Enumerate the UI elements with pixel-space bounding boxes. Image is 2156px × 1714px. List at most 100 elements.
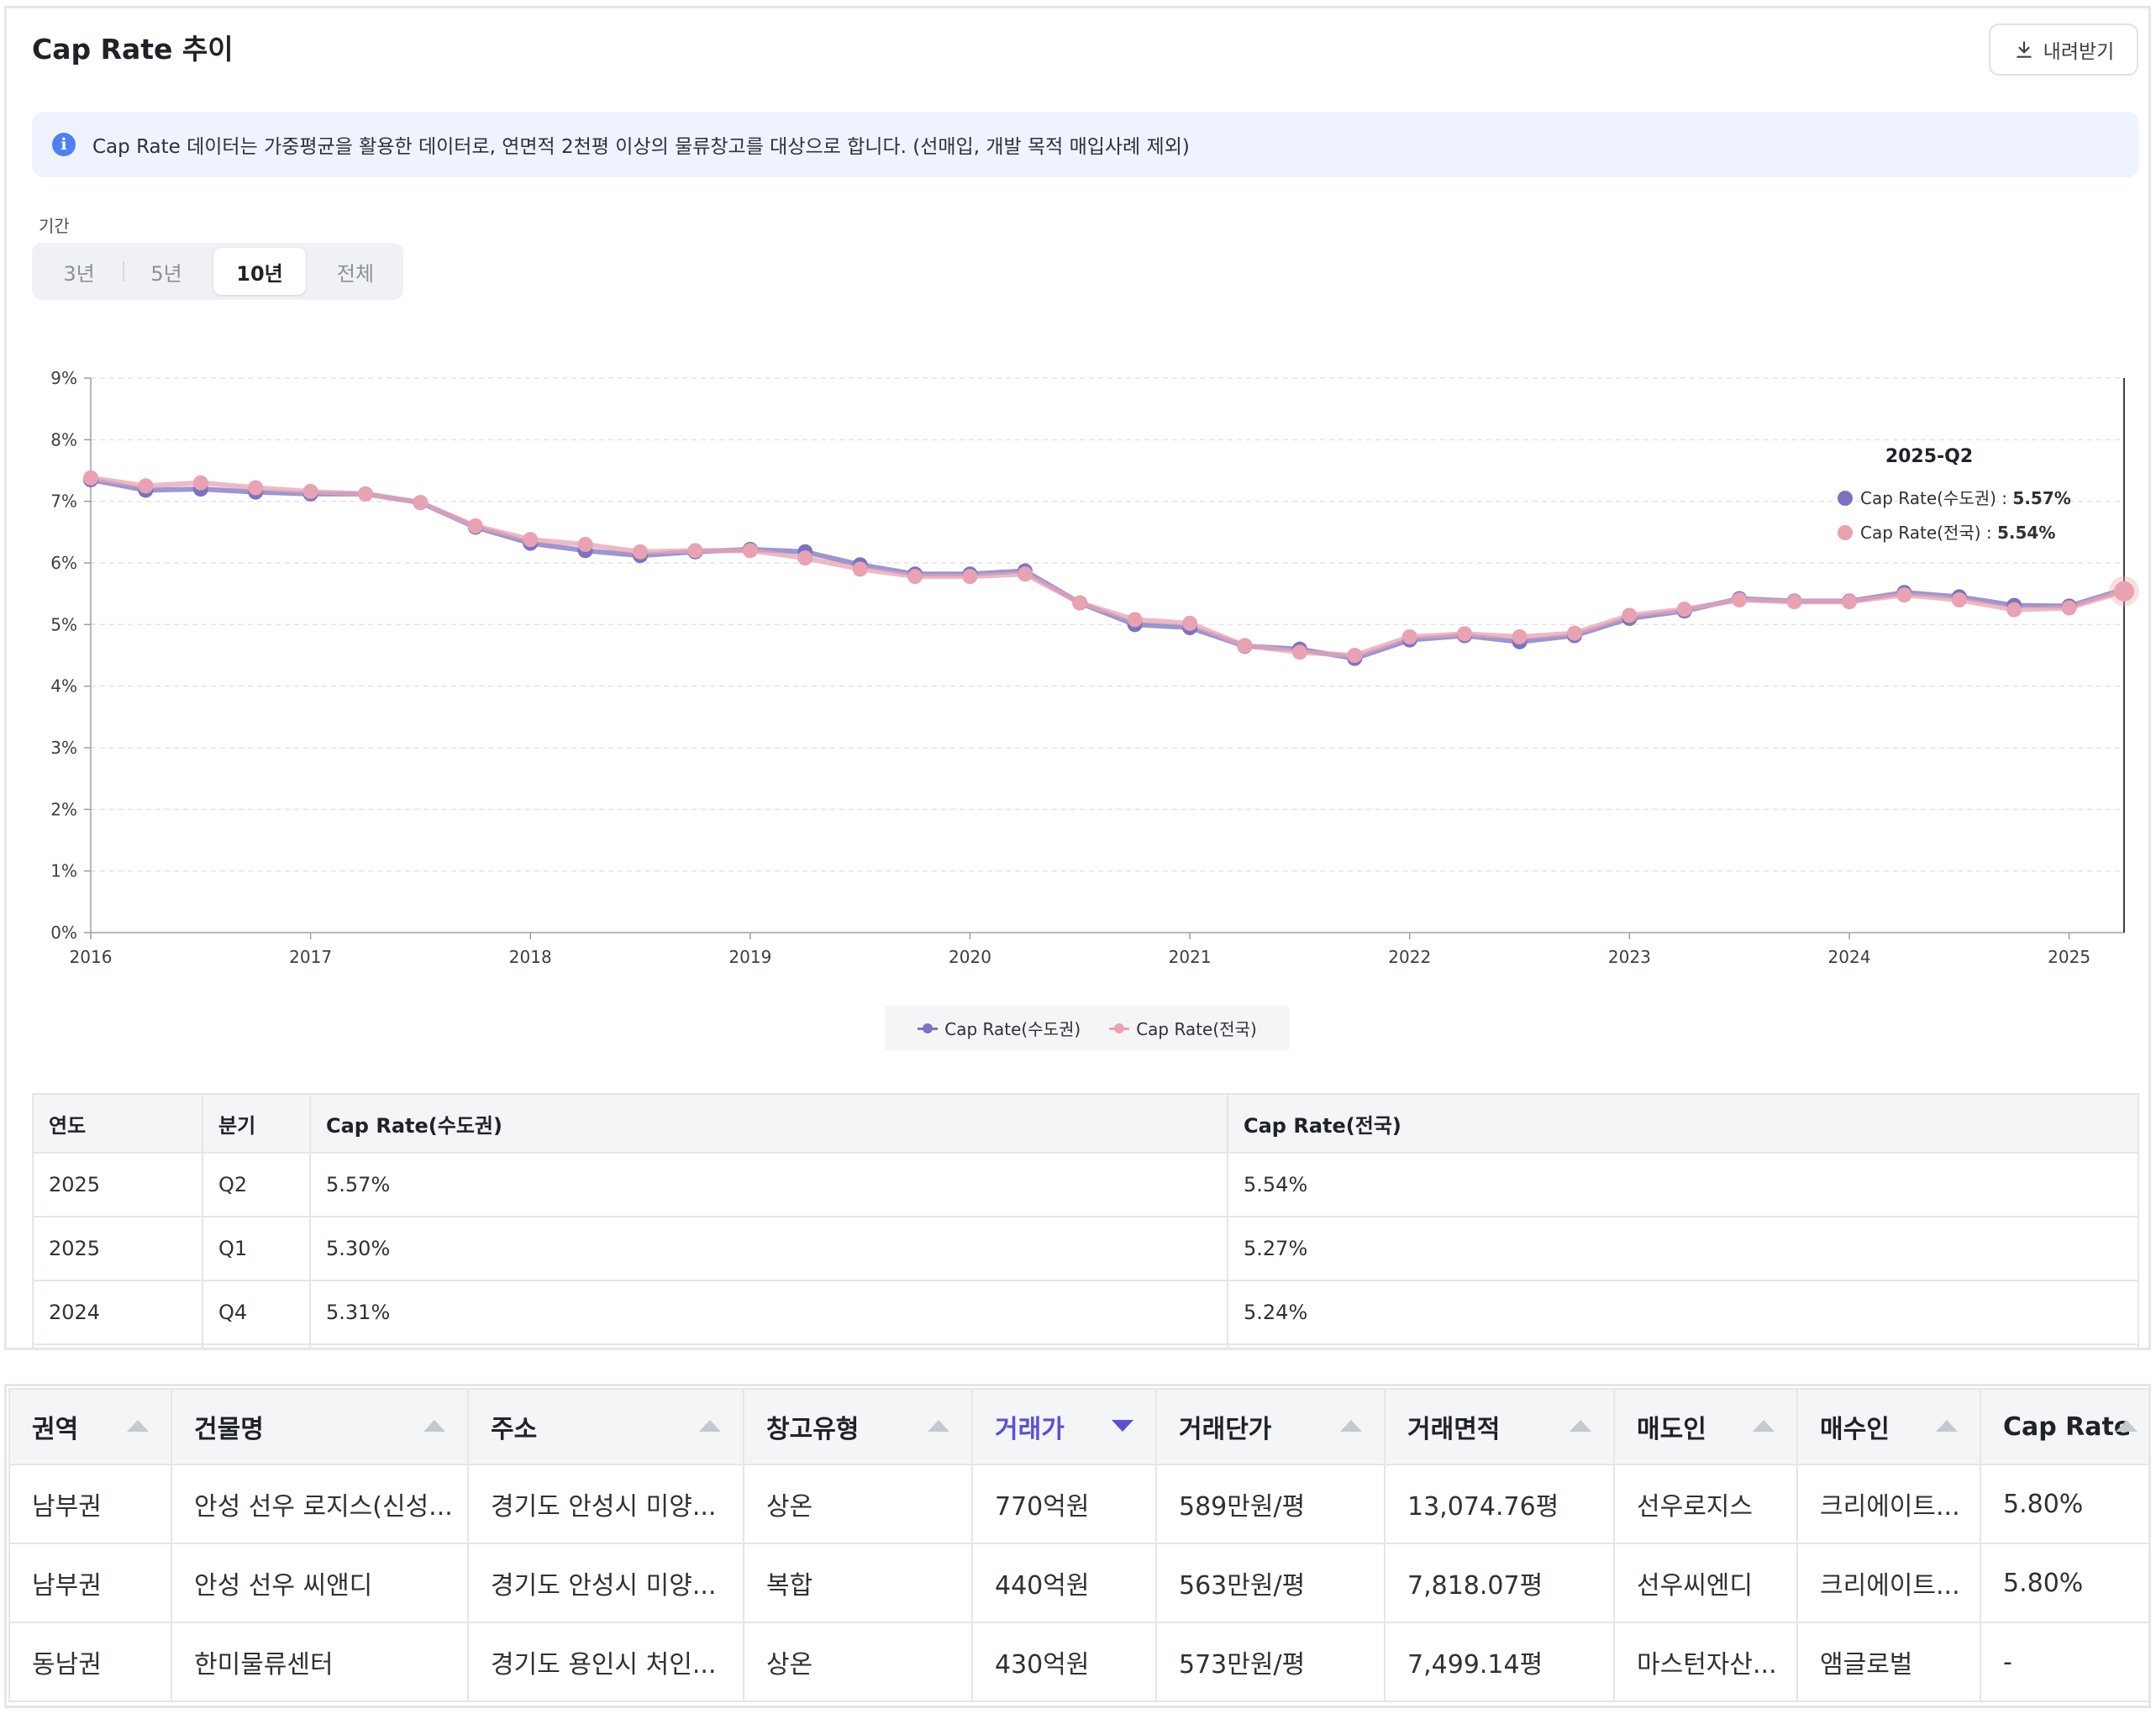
data-point-national[interactable] [1127, 612, 1143, 628]
data-point-national[interactable] [1347, 648, 1363, 663]
cell-area: 7,499.14평 [1384, 1622, 1615, 1702]
data-point-national[interactable] [2061, 600, 2077, 616]
data-point-national[interactable] [523, 532, 539, 548]
data-point-national[interactable] [1291, 644, 1307, 660]
header-label: 매도인 [1637, 1415, 1706, 1444]
cell-metro: 5.57% [309, 1152, 1228, 1217]
col-header-year: 연도 [32, 1093, 203, 1154]
sort-icon[interactable] [2116, 1420, 2138, 1432]
data-point-national[interactable] [687, 543, 703, 559]
y-tick-label: 1% [50, 861, 77, 881]
col-header-national: Cap Rate(전국) [1227, 1093, 2139, 1154]
sort-icon[interactable] [127, 1420, 149, 1432]
col-header-unit-price[interactable]: 거래단가 [1155, 1388, 1386, 1465]
col-header-type[interactable]: 창고유형 [743, 1388, 973, 1465]
data-point-national[interactable] [138, 478, 154, 494]
period-option-3y[interactable]: 3년 [63, 261, 95, 286]
data-point-national[interactable] [1401, 629, 1417, 644]
cell-seller: 마스턴자산... [1613, 1622, 1798, 1702]
y-tick-label: 3% [50, 738, 77, 758]
col-header-seller[interactable]: 매도인 [1613, 1388, 1798, 1465]
col-header-building[interactable]: 건물명 [171, 1388, 469, 1465]
cell-address: 경기도 안성시 미양... [467, 1543, 744, 1623]
data-point-national[interactable] [1951, 592, 1967, 607]
data-point-national[interactable] [1622, 607, 1638, 623]
data-point-national[interactable] [413, 495, 429, 511]
download-icon [2017, 41, 2032, 58]
sort-desc-icon[interactable] [1112, 1420, 1133, 1432]
period-option-5y[interactable]: 5년 [150, 261, 182, 286]
data-point-national[interactable] [1841, 594, 1857, 610]
data-point-national[interactable] [742, 543, 758, 559]
cell-quarter [202, 1343, 311, 1348]
period-option-10y[interactable]: 10년 [213, 248, 306, 295]
period-selector: 3년 5년 10년 전체 [32, 243, 403, 300]
col-header-area[interactable]: 거래면적 [1384, 1388, 1615, 1465]
data-point-national[interactable] [1732, 592, 1748, 607]
sort-icon[interactable] [1753, 1420, 1775, 1432]
legend-item-national[interactable]: Cap Rate(전국) [1109, 1016, 1257, 1040]
legend-marker [1109, 1023, 1130, 1033]
deals-table: 권역 건물명 주소 창고유형 거래가 거래단가 거래면적 매도인 매수인 Cap… [8, 1388, 2148, 1702]
cell-unit-price: 589만원/평 [1155, 1464, 1386, 1544]
data-point-national[interactable] [633, 544, 649, 560]
cell-year: 2024 [32, 1280, 203, 1345]
tooltip-marker [1838, 491, 1853, 506]
download-label: 내려받기 [2043, 41, 2115, 63]
legend-item-metro[interactable]: Cap Rate(수도권) [918, 1016, 1081, 1040]
data-point-national[interactable] [192, 475, 208, 491]
header-label: Cap Rate [2003, 1412, 2132, 1442]
data-point-national[interactable] [962, 569, 978, 585]
cell-building: 한미물류센터 [171, 1622, 469, 1702]
table-row: 2025 Q2 5.57% 5.54% [32, 1152, 2139, 1217]
data-point-national[interactable] [1237, 638, 1253, 654]
data-point-national[interactable] [358, 486, 374, 502]
data-point-national[interactable] [1566, 625, 1582, 641]
sort-icon[interactable] [928, 1420, 949, 1432]
data-point-national[interactable] [83, 470, 98, 486]
col-header-region[interactable]: 권역 [8, 1388, 172, 1465]
col-header-cap-rate[interactable]: Cap Rate [1980, 1388, 2148, 1465]
table-row[interactable]: 남부권 안성 선우 씨앤디 경기도 안성시 미양... 복합 440억원 563만원/평 7… [8, 1543, 2148, 1623]
data-point-national[interactable] [1512, 629, 1528, 644]
data-point-national[interactable] [1182, 615, 1198, 631]
active-point[interactable] [2114, 581, 2134, 602]
col-header-price[interactable]: 거래가 [971, 1388, 1157, 1465]
data-point-national[interactable] [852, 561, 868, 577]
data-point-national[interactable] [1017, 566, 1033, 582]
sort-icon[interactable] [423, 1420, 445, 1432]
sort-icon[interactable] [699, 1420, 721, 1432]
data-point-national[interactable] [577, 537, 593, 552]
legend-marker [918, 1023, 939, 1033]
data-point-national[interactable] [1786, 594, 1802, 610]
data-point-national[interactable] [1676, 602, 1692, 617]
table-row[interactable]: 동남권 한미물류센터 경기도 용인시 처인... 상온 430억원 573만원/평 7,49… [8, 1622, 2148, 1702]
header-label: 창고유형 [766, 1415, 860, 1444]
data-point-national[interactable] [467, 518, 483, 534]
download-button[interactable]: 내려받기 [1989, 24, 2138, 76]
data-point-national[interactable] [1072, 595, 1088, 611]
sort-icon[interactable] [1340, 1420, 1362, 1432]
data-point-national[interactable] [2006, 602, 2022, 618]
sort-icon[interactable] [1936, 1420, 1958, 1432]
cell-price: 770억원 [971, 1464, 1157, 1544]
table-row[interactable]: 남부권 안성 선우 로지스(신성... 경기도 안성시 미양... 상온 770억원 58… [8, 1464, 2148, 1544]
data-point-national[interactable] [1896, 587, 1912, 603]
series-line-metro [90, 477, 2125, 661]
cell-quarter: Q1 [202, 1216, 311, 1281]
data-point-national[interactable] [907, 569, 923, 585]
data-point-national[interactable] [248, 480, 264, 496]
header-label: 거래가 [995, 1415, 1065, 1444]
data-point-national[interactable] [302, 483, 318, 499]
period-option-all[interactable]: 전체 [336, 261, 375, 286]
sort-icon[interactable] [1570, 1420, 1591, 1432]
data-point-national[interactable] [797, 550, 813, 566]
legend-label: Cap Rate(수도권) [944, 1019, 1081, 1039]
x-tick-label: 2024 [1828, 947, 1871, 967]
header-label: 권역 [32, 1415, 79, 1444]
cell-buyer: 앰글로벌 [1796, 1622, 1981, 1702]
col-header-address[interactable]: 주소 [467, 1388, 744, 1465]
data-point-national[interactable] [1457, 626, 1473, 642]
cell-building: 안성 선우 로지스(신성... [171, 1464, 469, 1544]
col-header-buyer[interactable]: 매수인 [1796, 1388, 1981, 1465]
